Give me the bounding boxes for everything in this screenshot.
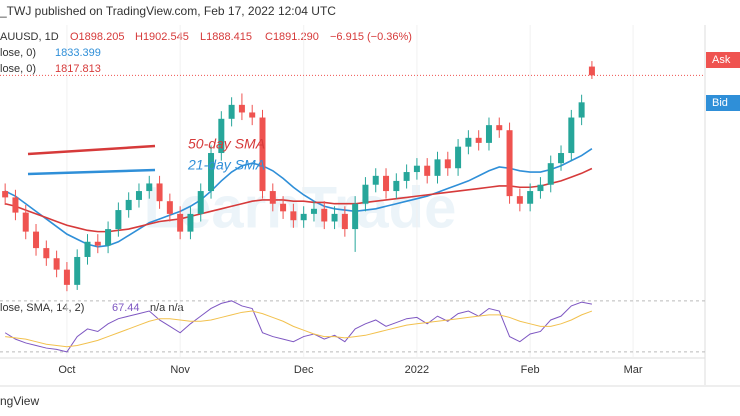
candle-body — [516, 196, 523, 204]
candle-body — [238, 104, 245, 113]
annotation: 21-day SMA — [187, 157, 265, 173]
candle-body — [105, 229, 112, 246]
candle-body — [424, 165, 431, 176]
candle-body — [156, 183, 163, 202]
footer: ngView — [0, 394, 39, 408]
x-tick-label: Oct — [58, 364, 75, 376]
candle-body — [321, 208, 328, 222]
candle-body — [63, 269, 70, 285]
symbol: AUUSD, 1D — [0, 31, 59, 43]
candle-body — [558, 153, 565, 164]
candle-body — [475, 137, 482, 143]
candle-body — [578, 102, 585, 118]
ask-tag — [706, 52, 740, 68]
candle-body — [547, 163, 554, 185]
candle-body — [249, 112, 256, 118]
candle-body — [393, 180, 400, 192]
ohlc-high: H1902.545 — [135, 31, 189, 43]
watermark: LearnTrade — [144, 175, 457, 240]
x-tick-label: Mar — [624, 364, 643, 376]
indicator-value: 1833.399 — [55, 47, 101, 59]
sma-line — [4, 148, 593, 248]
ohlc-open: O1898.205 — [70, 31, 124, 43]
candle-body — [300, 213, 307, 221]
ohlc-close: C1891.290 — [265, 31, 319, 43]
candle-body — [33, 231, 40, 249]
indicator-label: lose, 0) — [0, 47, 36, 59]
candle-body — [94, 241, 101, 246]
candle-body — [12, 197, 19, 213]
indicator-label: lose, 0) — [0, 63, 36, 75]
annotation: 50-day SMA — [188, 136, 265, 152]
x-tick-label: Feb — [521, 364, 540, 376]
candle-body — [455, 146, 462, 169]
candle-body — [135, 191, 142, 200]
legend-line — [27, 144, 156, 156]
candle-body — [197, 191, 204, 214]
candle-body — [166, 201, 173, 214]
candle-body — [187, 213, 194, 232]
candle-body — [22, 212, 29, 232]
rsi-na: n/a n/a — [150, 302, 185, 314]
candle-body — [331, 213, 338, 222]
candle-body — [383, 175, 390, 192]
rsi-label: lose, SMA, 14, 2) — [0, 302, 84, 314]
candle-body — [341, 213, 348, 230]
candle-body — [403, 172, 410, 181]
candle-body — [362, 184, 369, 204]
candle-body — [115, 210, 122, 230]
indicator-value: 1817.813 — [55, 63, 101, 75]
candle-body — [53, 258, 60, 270]
rsi-line — [4, 300, 593, 353]
legend-line — [27, 168, 156, 176]
ask: Ask — [712, 54, 731, 66]
candle-body — [310, 208, 317, 214]
candle-body — [444, 159, 451, 169]
candle-body — [218, 118, 225, 154]
candle-body — [2, 191, 9, 198]
candle-body — [352, 203, 359, 230]
candle-body — [372, 175, 379, 185]
x-tick-label: Dec — [294, 364, 314, 376]
candle-body — [259, 117, 266, 192]
candle-body — [434, 159, 441, 176]
candle-body — [228, 104, 235, 119]
candle-body — [588, 66, 595, 76]
candle-body — [84, 241, 91, 257]
x-tick-label: 2022 — [405, 364, 429, 376]
bid-tag — [706, 95, 740, 111]
candle-body — [290, 211, 297, 221]
candle-body — [413, 165, 420, 173]
sma-line — [4, 167, 593, 233]
publisher: _TWJ published on TradingView.com, Feb 1… — [0, 4, 336, 18]
candle-body — [74, 256, 81, 285]
candle-body — [496, 125, 503, 131]
candle-body — [43, 248, 50, 259]
rsi-value: 67.44 — [112, 302, 140, 314]
x-tick-label: Nov — [170, 364, 190, 376]
ohlc-low: L1888.415 — [200, 31, 252, 43]
candle-body — [527, 191, 534, 204]
rsi-line — [5, 310, 593, 348]
bid: Bid — [712, 97, 728, 109]
candle-body — [465, 137, 472, 147]
candle-body — [125, 199, 132, 211]
change: −6.915 (−0.36%) — [330, 31, 412, 43]
candle-body — [146, 183, 153, 192]
candle-body — [568, 117, 575, 154]
candle-body — [506, 130, 513, 197]
candle-body — [537, 184, 544, 192]
candle-body — [177, 213, 184, 232]
candle-body — [269, 191, 276, 204]
candle-body — [485, 125, 492, 143]
candle-body — [280, 203, 287, 212]
candle-body — [208, 153, 215, 192]
